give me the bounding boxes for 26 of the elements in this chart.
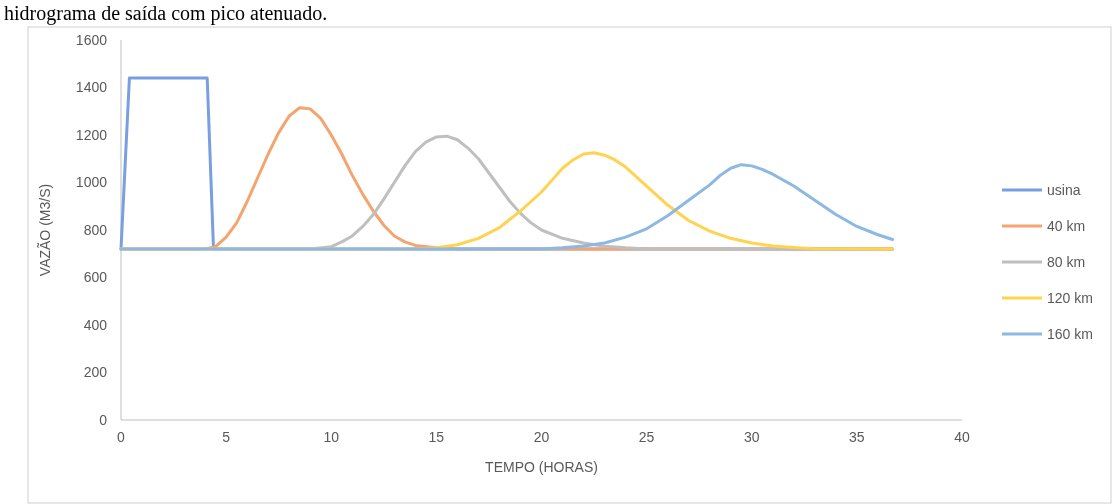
y-tick-label: 1400: [75, 79, 108, 96]
x-tick-label: 25: [638, 429, 655, 445]
x-tick-label: 5: [222, 429, 231, 445]
x-tick-label: 35: [849, 429, 865, 445]
x-axis-title: TEMPO (HORAS): [485, 459, 598, 475]
text: hidrograma de saída com pico atenuado.: [4, 2, 328, 25]
legend-label: 40 km: [1047, 217, 1086, 234]
y-tick-label: 1600: [75, 31, 108, 48]
x-tick-label: 15: [428, 429, 445, 445]
x-tick-label: 40: [954, 429, 970, 445]
y-tick-label: 800: [83, 221, 108, 238]
y-tick-label: 1000: [75, 174, 108, 191]
y-tick-label: 0: [99, 411, 108, 428]
legend-label: usina: [1047, 181, 1081, 198]
y-tick-label: 1200: [75, 126, 108, 143]
y-tick-label: 600: [83, 269, 108, 286]
legend-label: 80 km: [1047, 253, 1086, 270]
y-tick-label: 400: [83, 316, 108, 333]
x-tick-label: 20: [533, 429, 550, 445]
legend-label: 160 km: [1047, 325, 1093, 342]
y-tick-label: 200: [83, 364, 108, 381]
x-tick-label: 0: [117, 429, 126, 445]
y-axis-title: VAZÃO (M3/S): [37, 183, 53, 277]
legend-label: 120 km: [1047, 289, 1093, 306]
x-tick-label: 10: [323, 429, 340, 445]
x-tick-label: 30: [743, 429, 760, 445]
